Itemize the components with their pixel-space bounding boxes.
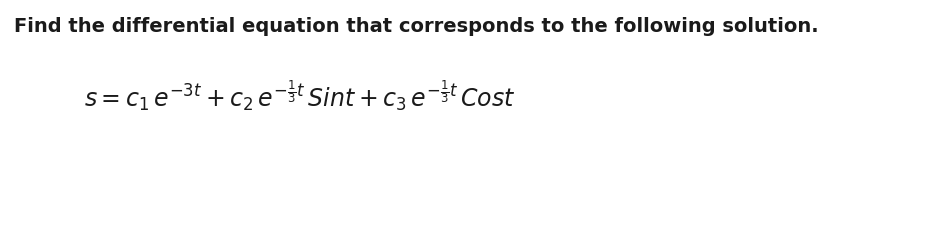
Text: $\mathit{s} = \mathit{c}_1\,\mathit{e}^{-3t} + \mathit{c}_2\,\mathit{e}^{-\frac{: $\mathit{s} = \mathit{c}_1\,\mathit{e}^{… <box>84 79 516 113</box>
Text: Find the differential equation that corresponds to the following solution.: Find the differential equation that corr… <box>14 17 819 36</box>
